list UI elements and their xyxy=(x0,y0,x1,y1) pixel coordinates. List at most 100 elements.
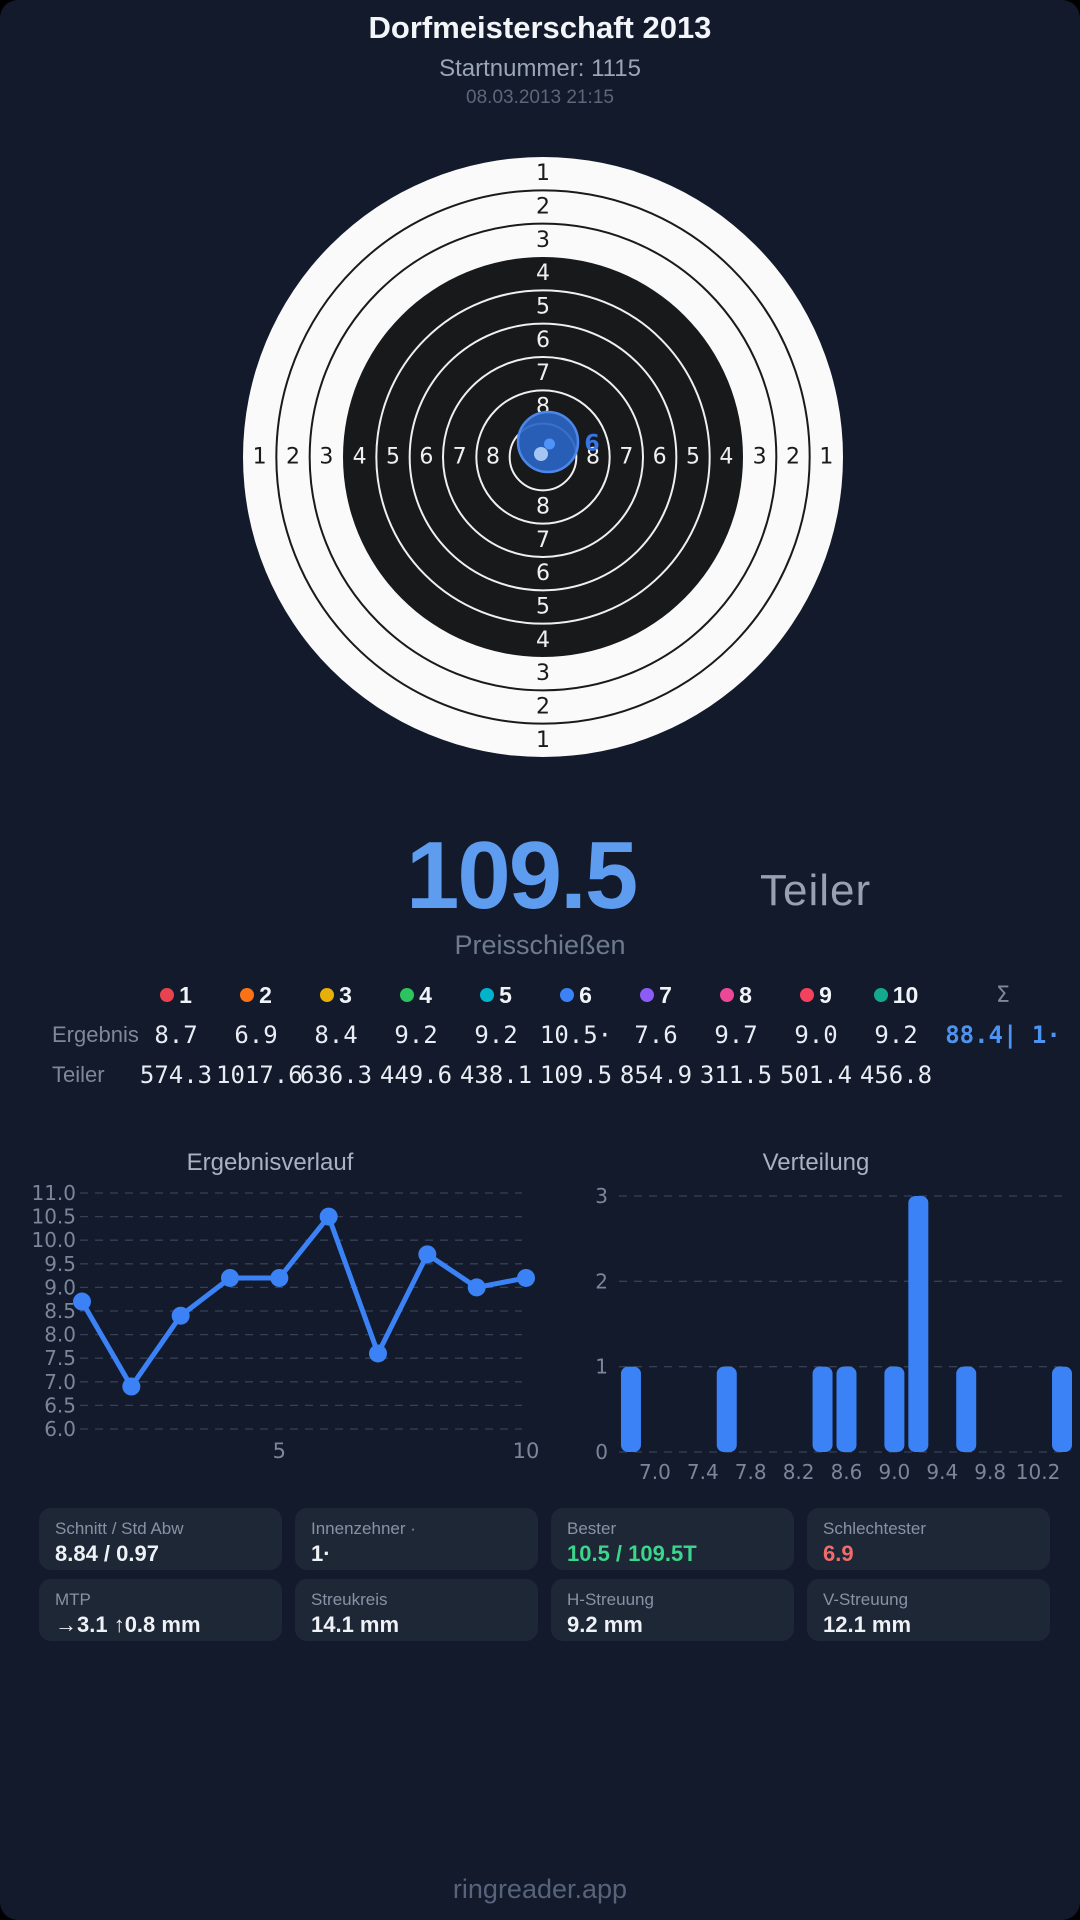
bar-chart-verteilung: 0 1 2 3 7.0 7.4 7.8 8.2 8.6 9.0 9.4 9.8 10.2 xyxy=(595,1184,1073,1484)
value-cell: 574.3 xyxy=(139,1061,213,1089)
value-cell: 9.2 xyxy=(874,1021,918,1049)
ring-number: 7 xyxy=(536,361,550,386)
stat-value: 10.5 / 109.5T xyxy=(567,1541,697,1566)
shot-color-dot xyxy=(560,988,575,1002)
shot-column-number: 4 xyxy=(419,981,432,1008)
x-tick-label: 9.4 xyxy=(926,1460,958,1484)
stat-card: V-Streuung 12.1 mm xyxy=(807,1579,1050,1641)
shot-column-header: 5 xyxy=(456,982,536,1009)
shot-color-dot xyxy=(480,988,495,1002)
ring-number: 8 xyxy=(586,445,600,470)
stat-label: Schlechtester xyxy=(823,1519,926,1538)
x-tick-label: 7.8 xyxy=(735,1460,767,1484)
shot-column-number: 1 xyxy=(179,981,192,1008)
stat-value: 6.9 xyxy=(823,1541,854,1566)
ring-number: 1 xyxy=(536,728,550,753)
value-cell: 449.6 xyxy=(379,1061,453,1089)
ring-number: 2 xyxy=(786,445,800,470)
value-cell: 501.4 xyxy=(779,1061,853,1089)
stat-card: Streukreis 14.1 mm xyxy=(295,1579,538,1641)
histogram-bar xyxy=(620,1366,641,1452)
stats-grid: Schnitt / Std Abw 8.84 / 0.97 Innenzehner … xyxy=(39,1508,1050,1641)
shot-column-number: 6 xyxy=(579,981,592,1008)
stat-label: H-Streuung xyxy=(567,1590,654,1609)
x-tick-label: 7.4 xyxy=(687,1460,719,1484)
ring-number: 4 xyxy=(353,445,367,470)
data-point xyxy=(418,1245,437,1264)
shot-column-number: 3 xyxy=(339,981,352,1008)
footer-brand: ringreader.app xyxy=(452,1874,628,1904)
value-cell: 10.5· xyxy=(539,1021,613,1049)
data-point xyxy=(122,1377,141,1396)
x-tick-label: 8.2 xyxy=(783,1460,815,1484)
table-header-row: 1 2 3 4 5 6 7 8 9 10 Σ xyxy=(40,975,1070,1015)
histogram-bar xyxy=(836,1366,857,1452)
data-point xyxy=(517,1268,535,1287)
x-tick-label: 7.0 xyxy=(639,1460,671,1484)
y-tick-label: 6.5 xyxy=(44,1393,76,1417)
value-cell: 438.1 xyxy=(459,1061,533,1089)
y-tick-label: 7.5 xyxy=(44,1346,76,1370)
stat-card: H-Streuung 9.2 mm xyxy=(551,1579,794,1641)
y-tick-label: 8.5 xyxy=(44,1299,76,1323)
discipline-label: Preisschießen xyxy=(454,930,626,960)
value-cell: 9.2 xyxy=(474,1021,518,1049)
stat-label: Innenzehner · xyxy=(311,1519,416,1538)
x-tick-label: 9.8 xyxy=(974,1460,1006,1484)
stat-label: V-Streuung xyxy=(823,1590,909,1609)
stat-value: 1· xyxy=(311,1541,331,1566)
ring-number: 8 xyxy=(536,495,550,520)
ring-line xyxy=(375,289,711,625)
stat-label: Bester xyxy=(567,1519,617,1538)
stat-value: 8.84 / 0.97 xyxy=(55,1541,159,1566)
sum-cell: 88.4| 1· xyxy=(945,1021,1061,1049)
value-cell: 7.6 xyxy=(634,1021,678,1049)
value-cell: 9.2 xyxy=(394,1021,438,1049)
sum-header: Σ xyxy=(996,982,1010,1008)
data-point xyxy=(467,1278,486,1297)
data-point xyxy=(171,1306,190,1325)
shot-color-dot xyxy=(873,988,888,1002)
start-number: Startnummer: 1115 xyxy=(439,55,641,82)
value-cell: 1017.6 xyxy=(216,1061,303,1089)
stat-label: MTP xyxy=(55,1590,91,1609)
ring-number: 6 xyxy=(536,328,550,353)
shot-color-dot xyxy=(240,988,255,1002)
ring-number: 1 xyxy=(536,161,550,186)
results-table: 1 2 3 4 5 6 7 8 9 10 Σ Ergebnis 8.7 6.9 8.4 9.2 9.2 10.5·… xyxy=(40,975,1070,1095)
y-tick-label: 11.0 xyxy=(31,1181,76,1205)
ring-number: 7 xyxy=(619,445,633,470)
shot-column-header: 1 xyxy=(136,982,216,1009)
shot-color-dot xyxy=(640,988,655,1002)
stat-card: Schlechtester 6.9 xyxy=(807,1508,1050,1570)
ring-number: 6 xyxy=(536,561,550,586)
value-cell: 6.9 xyxy=(234,1021,278,1049)
row-label: Teiler xyxy=(52,1062,105,1087)
shot-column-header: 4 xyxy=(376,982,456,1009)
shot-column-number: 2 xyxy=(259,981,272,1008)
bar-chart-title: Verteilung xyxy=(762,1149,870,1176)
stat-value: 12.1 mm xyxy=(823,1612,912,1637)
shot-color-dot xyxy=(800,988,815,1002)
stat-card: Bester 10.5 / 109.5T xyxy=(551,1508,794,1570)
data-point xyxy=(319,1207,338,1226)
ring-line xyxy=(442,356,644,558)
stat-value: 9.2 mm xyxy=(567,1612,643,1637)
row-label: Ergebnis xyxy=(52,1022,139,1047)
stat-card: Innenzehner · 1· xyxy=(295,1508,538,1570)
shot-column-number: 5 xyxy=(499,981,512,1008)
ring-number: 7 xyxy=(453,445,467,470)
ring-number: 6 xyxy=(419,445,433,470)
ring-number: 3 xyxy=(319,445,333,470)
stat-card: MTP →3.1 ↑0.8 mm xyxy=(39,1579,282,1641)
value-cell: 8.4 xyxy=(314,1021,358,1049)
histogram-bar xyxy=(716,1366,737,1452)
shot-column-header: 9 xyxy=(776,982,856,1009)
stat-value: 14.1 mm xyxy=(311,1612,400,1637)
ring-number: 3 xyxy=(753,445,767,470)
histogram-bar xyxy=(956,1366,977,1452)
x-tick-label: 8.6 xyxy=(831,1460,863,1484)
y-tick-label: 2 xyxy=(595,1269,608,1293)
shot-column-header: 7 xyxy=(616,982,696,1009)
shot-number-label: 6 xyxy=(584,432,599,457)
